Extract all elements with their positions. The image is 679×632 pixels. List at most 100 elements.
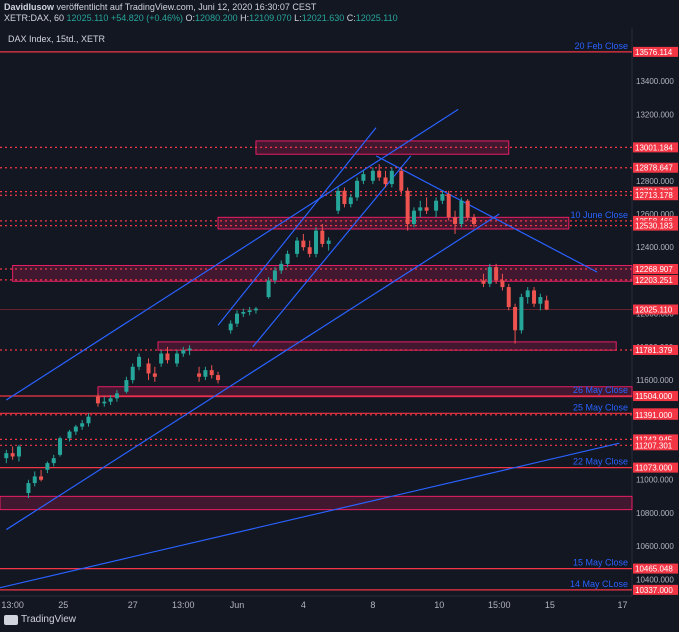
header-line-2: XETR:DAX, 60 12025.110 +54.820 (+0.46%) … [4, 13, 398, 24]
candle-body [355, 180, 360, 198]
candle-body [67, 431, 72, 439]
candle-body [10, 453, 15, 457]
candle-body [348, 197, 353, 205]
trendline [5, 108, 459, 401]
candle-body [272, 270, 277, 281]
y-tick-label: 12400.000 [636, 243, 674, 252]
close-label: C: [346, 13, 356, 23]
candle-body [137, 356, 142, 367]
price-label: 12713.178 [635, 191, 673, 200]
candle-body [16, 446, 21, 457]
candle-body [472, 217, 476, 224]
candle-body [487, 267, 492, 284]
trendline [252, 155, 412, 348]
level-annotation: 10 June Close [570, 210, 628, 220]
candle-body [465, 200, 470, 218]
candle-body [203, 370, 208, 377]
x-tick-label: 17 [618, 600, 628, 610]
price-label-bg [633, 440, 678, 451]
candle-body [459, 200, 464, 224]
price-label: 11073.000 [635, 464, 673, 473]
candle-body [389, 170, 394, 185]
level-annotation: 14 May CLose [570, 579, 628, 589]
price-label-bg [633, 142, 678, 153]
level-annotation: 25 May Close [573, 402, 628, 412]
candle-body [399, 170, 404, 191]
candle-body [95, 396, 100, 404]
candle-body [336, 190, 341, 211]
high-label: H: [240, 13, 250, 23]
y-tick-label: 13400.000 [636, 77, 674, 86]
y-tick-label: 12800.000 [636, 177, 674, 186]
candle-body [197, 373, 202, 377]
x-tick-label: 4 [301, 600, 306, 610]
x-tick-label: Jun [230, 600, 245, 610]
price-label-bg [633, 190, 678, 201]
candle-body [253, 308, 258, 311]
footer-brand: TradingView [4, 614, 76, 625]
price-label: 11207.301 [635, 441, 673, 450]
price-label: 12268.907 [635, 265, 673, 274]
candle-body [513, 307, 518, 331]
trendline [375, 155, 598, 273]
y-tick-label: 13200.000 [636, 110, 674, 119]
candle-body [58, 438, 63, 455]
level-annotation: 26 May Close [573, 385, 628, 395]
open-value: 12080.200 [195, 13, 238, 23]
candle-body [216, 375, 221, 381]
symbol-label[interactable]: XETR:DAX, 60 [4, 13, 65, 23]
candle-body [51, 458, 56, 464]
candle-body [481, 280, 486, 284]
candle-body [181, 350, 186, 354]
price-label-bg [633, 46, 678, 57]
candle-body [370, 170, 375, 181]
last-price: 12025.110 [66, 13, 109, 23]
price-label-bg [633, 220, 678, 231]
candle-body [538, 297, 543, 304]
candle-body [241, 312, 246, 314]
close-value: 12025.110 [355, 13, 398, 23]
x-tick-label: 13:00 [172, 600, 195, 610]
y-tick-label: 11600.000 [636, 376, 674, 385]
zone-rect [12, 264, 633, 282]
y-tick-label: 11000.000 [636, 476, 674, 485]
price-label-bg [633, 434, 678, 445]
price-change: +54.820 (+0.46%) [110, 13, 184, 23]
candle-body [361, 174, 366, 181]
candle-body [228, 323, 233, 331]
candle-body [440, 194, 445, 201]
author-name[interactable]: DavidIusow [4, 2, 55, 12]
candle-body [453, 217, 458, 224]
price-label-bg [633, 409, 678, 420]
candle-body [209, 370, 214, 376]
brand-label: TradingView [21, 614, 77, 625]
level-annotation: 22 May Close [573, 457, 628, 467]
candle-body [285, 253, 290, 264]
candle-body [405, 190, 410, 224]
price-label-bg [633, 304, 678, 315]
price-label-bg [633, 563, 678, 574]
candle-body [159, 353, 164, 364]
price-label: 11391.000 [635, 411, 673, 420]
candle-body [124, 380, 129, 392]
chart-header: DavidIusow veröffentlicht auf TradingVie… [4, 2, 398, 24]
x-tick-label: 8 [370, 600, 375, 610]
price-label-bg [633, 344, 678, 355]
price-label: 12878.647 [635, 164, 673, 173]
candle-body [494, 267, 499, 281]
chart-title: DAX Index, 15td., XETR [8, 34, 106, 44]
candle-body [73, 426, 78, 432]
candle-body [130, 366, 135, 381]
price-label: 12203.251 [635, 276, 673, 285]
price-label-bg [633, 274, 678, 285]
candle-body [525, 290, 530, 298]
open-label: O: [185, 13, 196, 23]
header-line-1: DavidIusow veröffentlicht auf TradingVie… [4, 2, 398, 13]
trendline [5, 213, 500, 531]
candle-body [342, 190, 347, 205]
price-label: 13001.184 [635, 143, 673, 152]
price-label-bg [633, 264, 678, 275]
candle-body [102, 401, 107, 404]
candle-body [4, 453, 9, 459]
